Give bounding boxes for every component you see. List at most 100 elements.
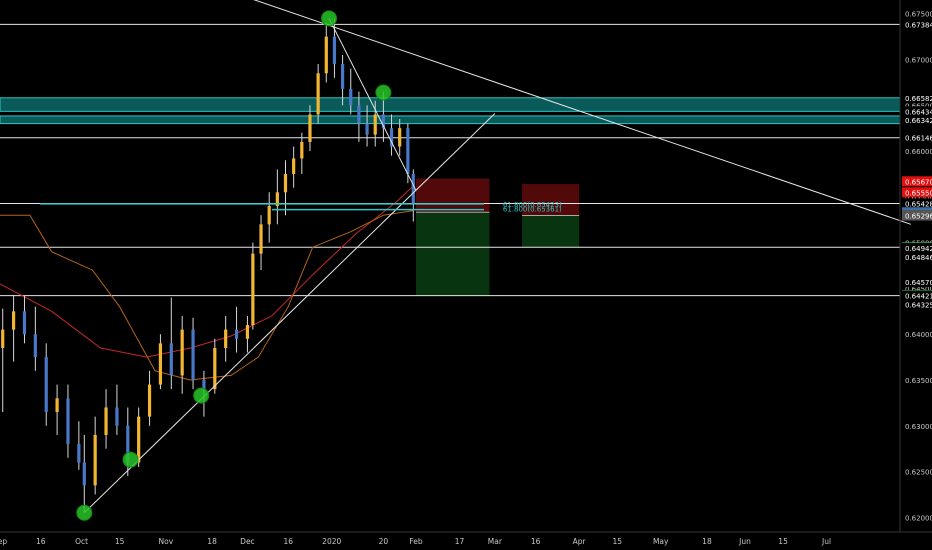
price-tag-label: 0.66342 — [905, 117, 932, 125]
zone-band — [0, 115, 901, 125]
price-tag: 0.66582 — [902, 92, 932, 103]
candle-body — [251, 253, 255, 326]
y-tick-label: 0.67500 — [905, 11, 932, 19]
candle — [275, 169, 279, 225]
trend-line — [83, 113, 496, 514]
candle-body — [44, 357, 48, 413]
candle-body — [115, 407, 119, 426]
candle-body — [389, 128, 394, 147]
candle-body — [300, 141, 304, 159]
candle — [137, 407, 141, 467]
price-tag-box — [902, 187, 932, 198]
candle-body — [411, 173, 415, 204]
price-tag-box — [902, 106, 932, 117]
trend-line — [253, 0, 912, 225]
candle-body — [259, 224, 263, 254]
price-tag-box — [902, 251, 932, 262]
candle — [259, 215, 263, 271]
candle-body — [324, 36, 328, 74]
candle-body — [11, 311, 16, 330]
candles — [1, 18, 415, 513]
candle — [316, 64, 320, 124]
price-tag-label: 0.66146 — [905, 135, 932, 143]
candle — [308, 105, 312, 152]
price-tag-label: 0.66582 — [905, 95, 932, 103]
candle — [300, 132, 304, 174]
price-tag-label: 0.64942 — [905, 245, 932, 253]
y-tick-label: 0.63500 — [905, 377, 932, 385]
moving-average-line — [0, 185, 414, 358]
candle-body — [381, 114, 385, 129]
signal-circle — [76, 504, 93, 521]
x-tick-label: May — [653, 537, 669, 546]
candle — [251, 242, 255, 330]
candle — [11, 294, 16, 362]
candle-body — [373, 114, 377, 135]
candle-body — [283, 173, 288, 193]
signal-circle — [321, 10, 338, 27]
price-tag-label: 0.65670 — [905, 178, 932, 186]
x-tick-label: Dec — [240, 537, 255, 546]
candle — [365, 105, 369, 147]
candle-body — [332, 36, 337, 65]
x-tick-label: 18 — [207, 537, 217, 546]
y-tick-label: 0.62500 — [905, 469, 932, 477]
candle-body — [267, 206, 271, 225]
y-tick-label: 0.67000 — [905, 57, 932, 65]
price-tag-label: 0.64421 — [905, 293, 932, 301]
zone-band — [0, 97, 901, 112]
candle-body — [158, 343, 163, 385]
candle-body — [169, 343, 173, 376]
candle-body — [137, 416, 141, 463]
candle-body — [202, 380, 206, 390]
candle-body — [406, 128, 410, 174]
candle — [213, 338, 217, 394]
price-tag: 0.64570 — [902, 277, 932, 288]
candle — [398, 119, 402, 156]
take-profit-zone — [522, 215, 580, 248]
x-tick-label: 18 — [702, 537, 712, 546]
take-profit-zone — [416, 212, 490, 296]
candle-body — [365, 123, 369, 135]
x-tick-label: Sep — [0, 537, 7, 546]
candle — [77, 421, 81, 470]
price-tag: 0.65670 — [902, 176, 932, 187]
price-tag-label: 0.64846 — [905, 254, 932, 262]
x-tick-label: 16 — [36, 537, 46, 546]
x-tick-label: 15 — [115, 537, 125, 546]
price-tag-label: 0.65296 — [905, 213, 932, 221]
candle — [267, 192, 271, 243]
candle-body — [292, 158, 296, 174]
candle-body — [275, 192, 279, 207]
moving-averages — [0, 185, 414, 381]
price-tag: 0.66342 — [902, 114, 932, 125]
candle-body — [308, 114, 312, 142]
price-tag-label: 0.65428 — [905, 200, 932, 208]
price-tag-box — [902, 176, 932, 187]
candle — [180, 315, 184, 394]
candle-body — [349, 88, 353, 106]
fib-levels: 61.800(0.65423)61.800(0.65361) — [40, 201, 562, 214]
signal-circles — [76, 10, 392, 521]
price-tag-box — [902, 210, 932, 221]
candle — [55, 384, 59, 435]
price-tag-label: 0.64570 — [905, 279, 932, 287]
candle — [234, 306, 239, 353]
x-tick-label: 17 — [455, 537, 465, 546]
candle-body — [191, 329, 195, 380]
x-tick-label: 16 — [283, 537, 293, 546]
candle — [357, 91, 361, 142]
price-tag: 0.65428 — [902, 198, 932, 209]
candle — [349, 68, 353, 115]
time-axis[interactable]: Sep16Oct15Nov18Dec16202020Feb17Mar16Apr1… — [0, 537, 831, 546]
candle-body — [33, 334, 37, 358]
candle-body — [93, 434, 97, 486]
price-tag-box — [902, 198, 932, 209]
x-tick-label: Mar — [488, 537, 503, 546]
candle-body — [77, 444, 81, 463]
candle-body — [55, 398, 59, 413]
price-tag: 0.64421 — [902, 290, 932, 301]
candle-body — [82, 462, 86, 486]
candle — [324, 22, 328, 83]
